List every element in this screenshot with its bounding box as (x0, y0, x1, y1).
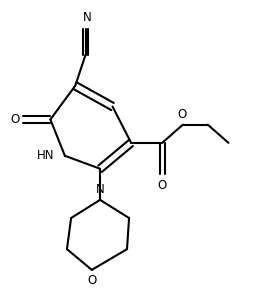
Text: N: N (83, 11, 92, 23)
Text: N: N (96, 183, 104, 196)
Text: O: O (157, 179, 167, 192)
Text: O: O (87, 274, 97, 287)
Text: HN: HN (37, 149, 55, 162)
Text: O: O (177, 108, 186, 121)
Text: O: O (10, 113, 19, 126)
